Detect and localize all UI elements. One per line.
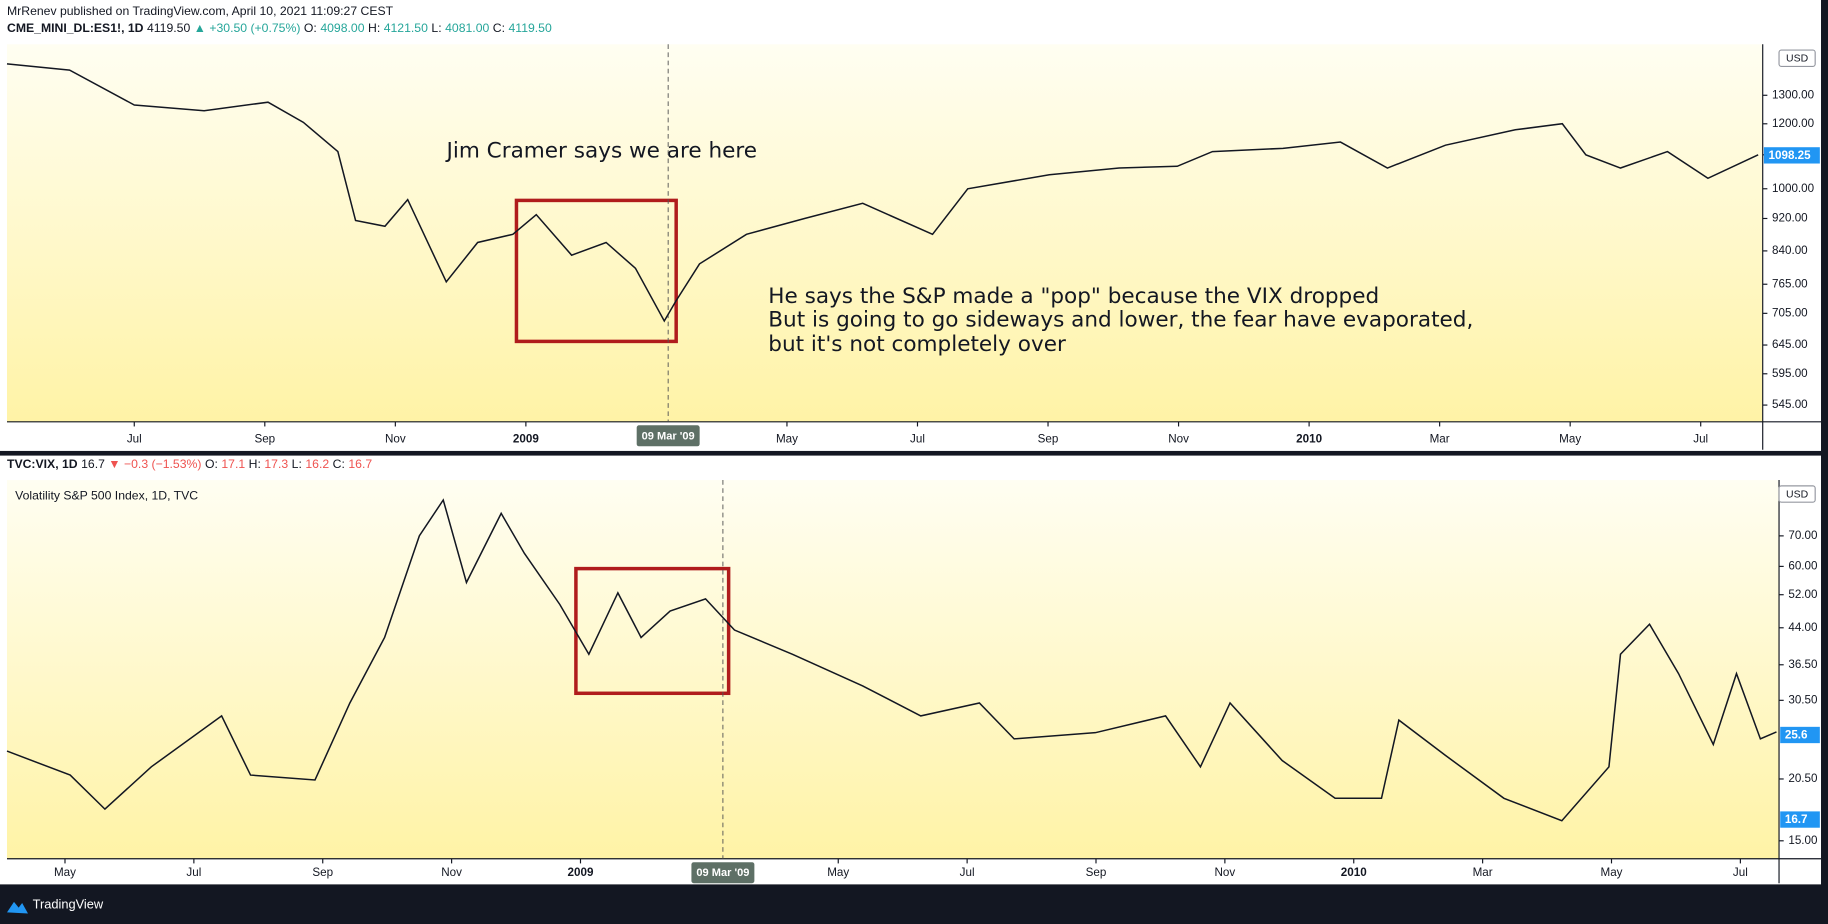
price-tag-label: 16.7 [1785, 813, 1808, 826]
x-tick-label: Nov [441, 866, 462, 879]
y-tick-label: 20.50 [1788, 772, 1818, 785]
y-tick-label: 545.00 [1772, 398, 1808, 411]
legend-item: 4121.50 [384, 21, 428, 35]
x-tick-label: Jul [1733, 866, 1748, 879]
legend-item: 4098.00 [320, 21, 364, 35]
legend-item: H: [368, 21, 380, 35]
x-tick-label: Nov [385, 432, 406, 445]
legend-item: 4119.50 [509, 21, 552, 35]
price-line [6, 498, 1777, 822]
legend-item: L: [292, 457, 302, 471]
x-tick-label: Nov [1168, 432, 1189, 445]
y-tick-label: 36.50 [1788, 658, 1818, 671]
symbol-legend: CME_MINI_DL:ES1!, 1D 4119.50 ▲ +30.50 (+0.7… [7, 21, 552, 35]
x-tick-label: May [776, 432, 798, 445]
legend-item: TVC:VIX, 1D [7, 457, 78, 471]
x-tick-label: Sep [1038, 432, 1059, 445]
y-tick-label: 840.00 [1772, 244, 1808, 257]
x-tick-label: May [54, 866, 76, 879]
x-tick-label: May [1600, 866, 1622, 879]
y-tick-label: 60.00 [1788, 559, 1818, 572]
currency-label: USD [1786, 489, 1809, 500]
annotation: But is going to go sideways and lower, t… [768, 307, 1473, 332]
currency-box [1778, 49, 1816, 67]
x-tick-label: Jul [127, 432, 142, 445]
price-tag [1780, 726, 1820, 744]
logo-text: TradingView [33, 897, 104, 912]
bottom-plot [6, 480, 1780, 859]
x-tick-label: Nov [1215, 866, 1236, 879]
price-tag-label: 25.6 [1785, 729, 1808, 742]
x-tick-label: Jul [1693, 432, 1708, 445]
symbol-legend: TVC:VIX, 1D 16.7 ▼ −0.3 (−1.53%) O: 17.1 H: 17.… [7, 457, 372, 471]
x-tick-label: Jul [186, 866, 201, 879]
legend-item: O: [304, 21, 317, 35]
legend-item: O: [205, 457, 218, 471]
y-tick-label: 15.00 [1788, 834, 1818, 847]
price-tag [1780, 811, 1820, 828]
legend-item: L: [431, 21, 441, 35]
y-tick-label: 30.50 [1788, 693, 1818, 706]
x-tick-label: Mar [1430, 432, 1450, 445]
x-tick-label: Mar [1473, 866, 1493, 879]
price-tag [1763, 147, 1820, 164]
legend-item: ▼ [108, 457, 120, 471]
legend-item: 17.3 [264, 457, 288, 471]
currency-box [1778, 485, 1816, 503]
y-tick-label: 705.00 [1772, 306, 1808, 319]
crosshair-label: 09 Mar '09 [642, 430, 695, 442]
x-tick-label: Sep [1086, 866, 1107, 879]
top-plot [6, 44, 1763, 422]
price-line [6, 63, 1759, 323]
annotation: Jim Cramer says we are here [445, 138, 758, 163]
y-tick-label: 920.00 [1772, 212, 1808, 225]
x-tick-label: May [1559, 432, 1581, 445]
legend-item: 16.7 [81, 457, 105, 471]
legend-item: 4119.50 [147, 21, 190, 35]
legend-item: H: [249, 457, 261, 471]
legend-item: 17.1 [221, 457, 245, 471]
legend-item: 4081.00 [445, 21, 489, 35]
x-tick-label: Jul [910, 432, 925, 445]
legend-item: C: [493, 21, 505, 35]
y-tick-label: 1200.00 [1772, 117, 1815, 130]
highlight-box [514, 198, 678, 344]
x-tick-label: 2009 [568, 866, 594, 879]
x-tick-label: 2010 [1296, 432, 1322, 445]
y-tick-label: 765.00 [1772, 277, 1808, 290]
y-tick-label: 52.00 [1788, 588, 1818, 601]
y-tick-label: 1300.00 [1772, 88, 1815, 101]
x-tick-label: Sep [312, 866, 333, 879]
author-line: MrRenev published on TradingView.com, Ap… [7, 4, 394, 18]
x-tick-label: Sep [254, 432, 275, 445]
crosshair-label: 09 Mar '09 [696, 867, 749, 879]
currency-label: USD [1786, 54, 1809, 65]
legend-item: 16.7 [348, 457, 372, 471]
x-tick-label: Jul [960, 866, 975, 879]
annotation: but it's not completely over [768, 332, 1066, 357]
x-tick-label: 2009 [513, 432, 539, 445]
indicator-title: Volatility S&P 500 Index, 1D, TVC [15, 489, 198, 503]
legend-item: 16.2 [305, 457, 329, 471]
legend-item: C: [333, 457, 345, 471]
y-tick-label: 44.00 [1788, 621, 1818, 634]
crosshair-box [691, 862, 755, 884]
legend-item: +30.50 (+0.75%) [209, 21, 300, 35]
legend-item: ▲ [194, 21, 206, 35]
y-tick-label: 70.00 [1788, 529, 1818, 542]
y-tick-label: 1000.00 [1772, 182, 1815, 195]
x-tick-label: May [827, 866, 849, 879]
x-tick-label: 2010 [1341, 866, 1367, 879]
crosshair-box [636, 425, 700, 447]
y-tick-label: 595.00 [1772, 367, 1808, 380]
y-tick-label: 645.00 [1772, 338, 1808, 351]
logo-icon [6, 901, 28, 914]
legend-item: −0.3 (−1.53%) [124, 457, 201, 471]
annotation: He says the S&P made a "pop" because the… [768, 284, 1379, 309]
legend-item: CME_MINI_DL:ES1!, 1D [7, 21, 144, 35]
price-tag-label: 1098.25 [1769, 149, 1812, 162]
